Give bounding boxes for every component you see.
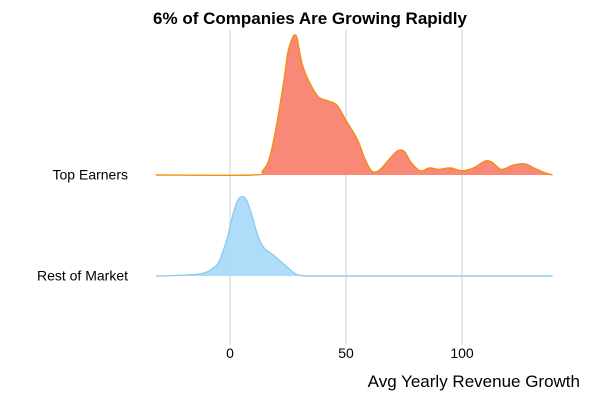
gridlines xyxy=(229,30,463,345)
ridge-area-top-earners xyxy=(155,34,553,176)
category-label-top-earners: Top Earners xyxy=(53,167,128,183)
category-label-rest-of-market: Rest of Market xyxy=(37,268,128,284)
density-ridges xyxy=(155,34,553,277)
x-tick-label-50: 50 xyxy=(338,345,354,361)
ridge-line-top-earners xyxy=(155,34,553,177)
ridge-line-rest-of-market xyxy=(155,195,553,277)
x-tick-labels: 0 50 100 xyxy=(226,345,474,361)
chart-title: 6% of Companies Are Growing Rapidly xyxy=(153,9,467,28)
x-axis-label: Avg Yearly Revenue Growth xyxy=(368,372,580,391)
ridge-area-rest-of-market xyxy=(155,196,553,277)
x-tick-label-0: 0 xyxy=(226,345,234,361)
category-labels: Top Earners Rest of Market xyxy=(37,167,128,284)
x-tick-label-100: 100 xyxy=(450,345,474,361)
